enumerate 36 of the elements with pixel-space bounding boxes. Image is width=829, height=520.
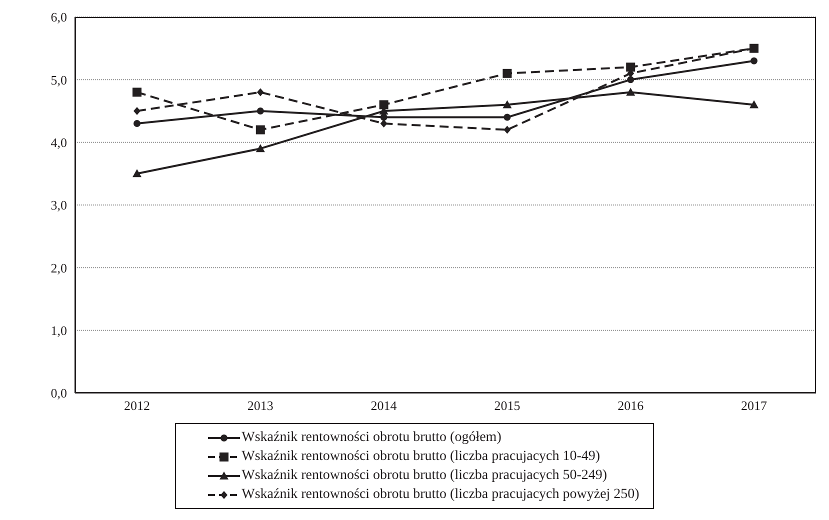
point [132,169,142,178]
point [626,88,636,96]
legend-label: Wskaźnik rentowności obrotu brutto (liczba pracujacych 10-49) [242,448,600,464]
x-tick-label: 2013 [247,398,274,414]
x-tick-label: 2012 [124,398,150,414]
point [256,125,265,134]
y-tick-label: 2,0 [50,260,67,276]
point [502,68,512,78]
point [750,57,758,64]
y-tick-label: 3,0 [50,198,67,213]
point [626,62,636,72]
point [504,126,511,134]
legend-label: Wskaźnik rentowności obrotu brutto (ogółem) [242,430,502,446]
point [256,108,264,114]
point [134,107,140,115]
point [134,120,140,128]
legend-label: Wskaźnik rentowności obrotu brutto (liczba pracujacych powyżej 250) [242,486,640,502]
y-tick-label: 0,0 [50,386,67,401]
legend-label: Wskaźnik rentowności obrotu brutto (liczba pracujacych 50-249) [242,468,608,484]
point [502,100,512,108]
x-tick-label: 2016 [618,398,644,414]
x-tick-label: 2017 [741,398,768,414]
point [256,144,265,152]
point [380,120,388,128]
y-tick-label: 1,0 [50,322,67,338]
x-tick-label: 2015 [494,398,520,414]
point [132,88,142,97]
y-tick-label: 6,0 [50,10,67,25]
y-tick-label: 4,0 [50,134,67,150]
point [750,100,758,108]
point [256,88,264,96]
point [627,76,634,84]
x-tick-label: 2014 [370,398,398,414]
point [379,100,388,110]
point [504,114,511,121]
y-tick-label: 5,0 [50,72,67,88]
